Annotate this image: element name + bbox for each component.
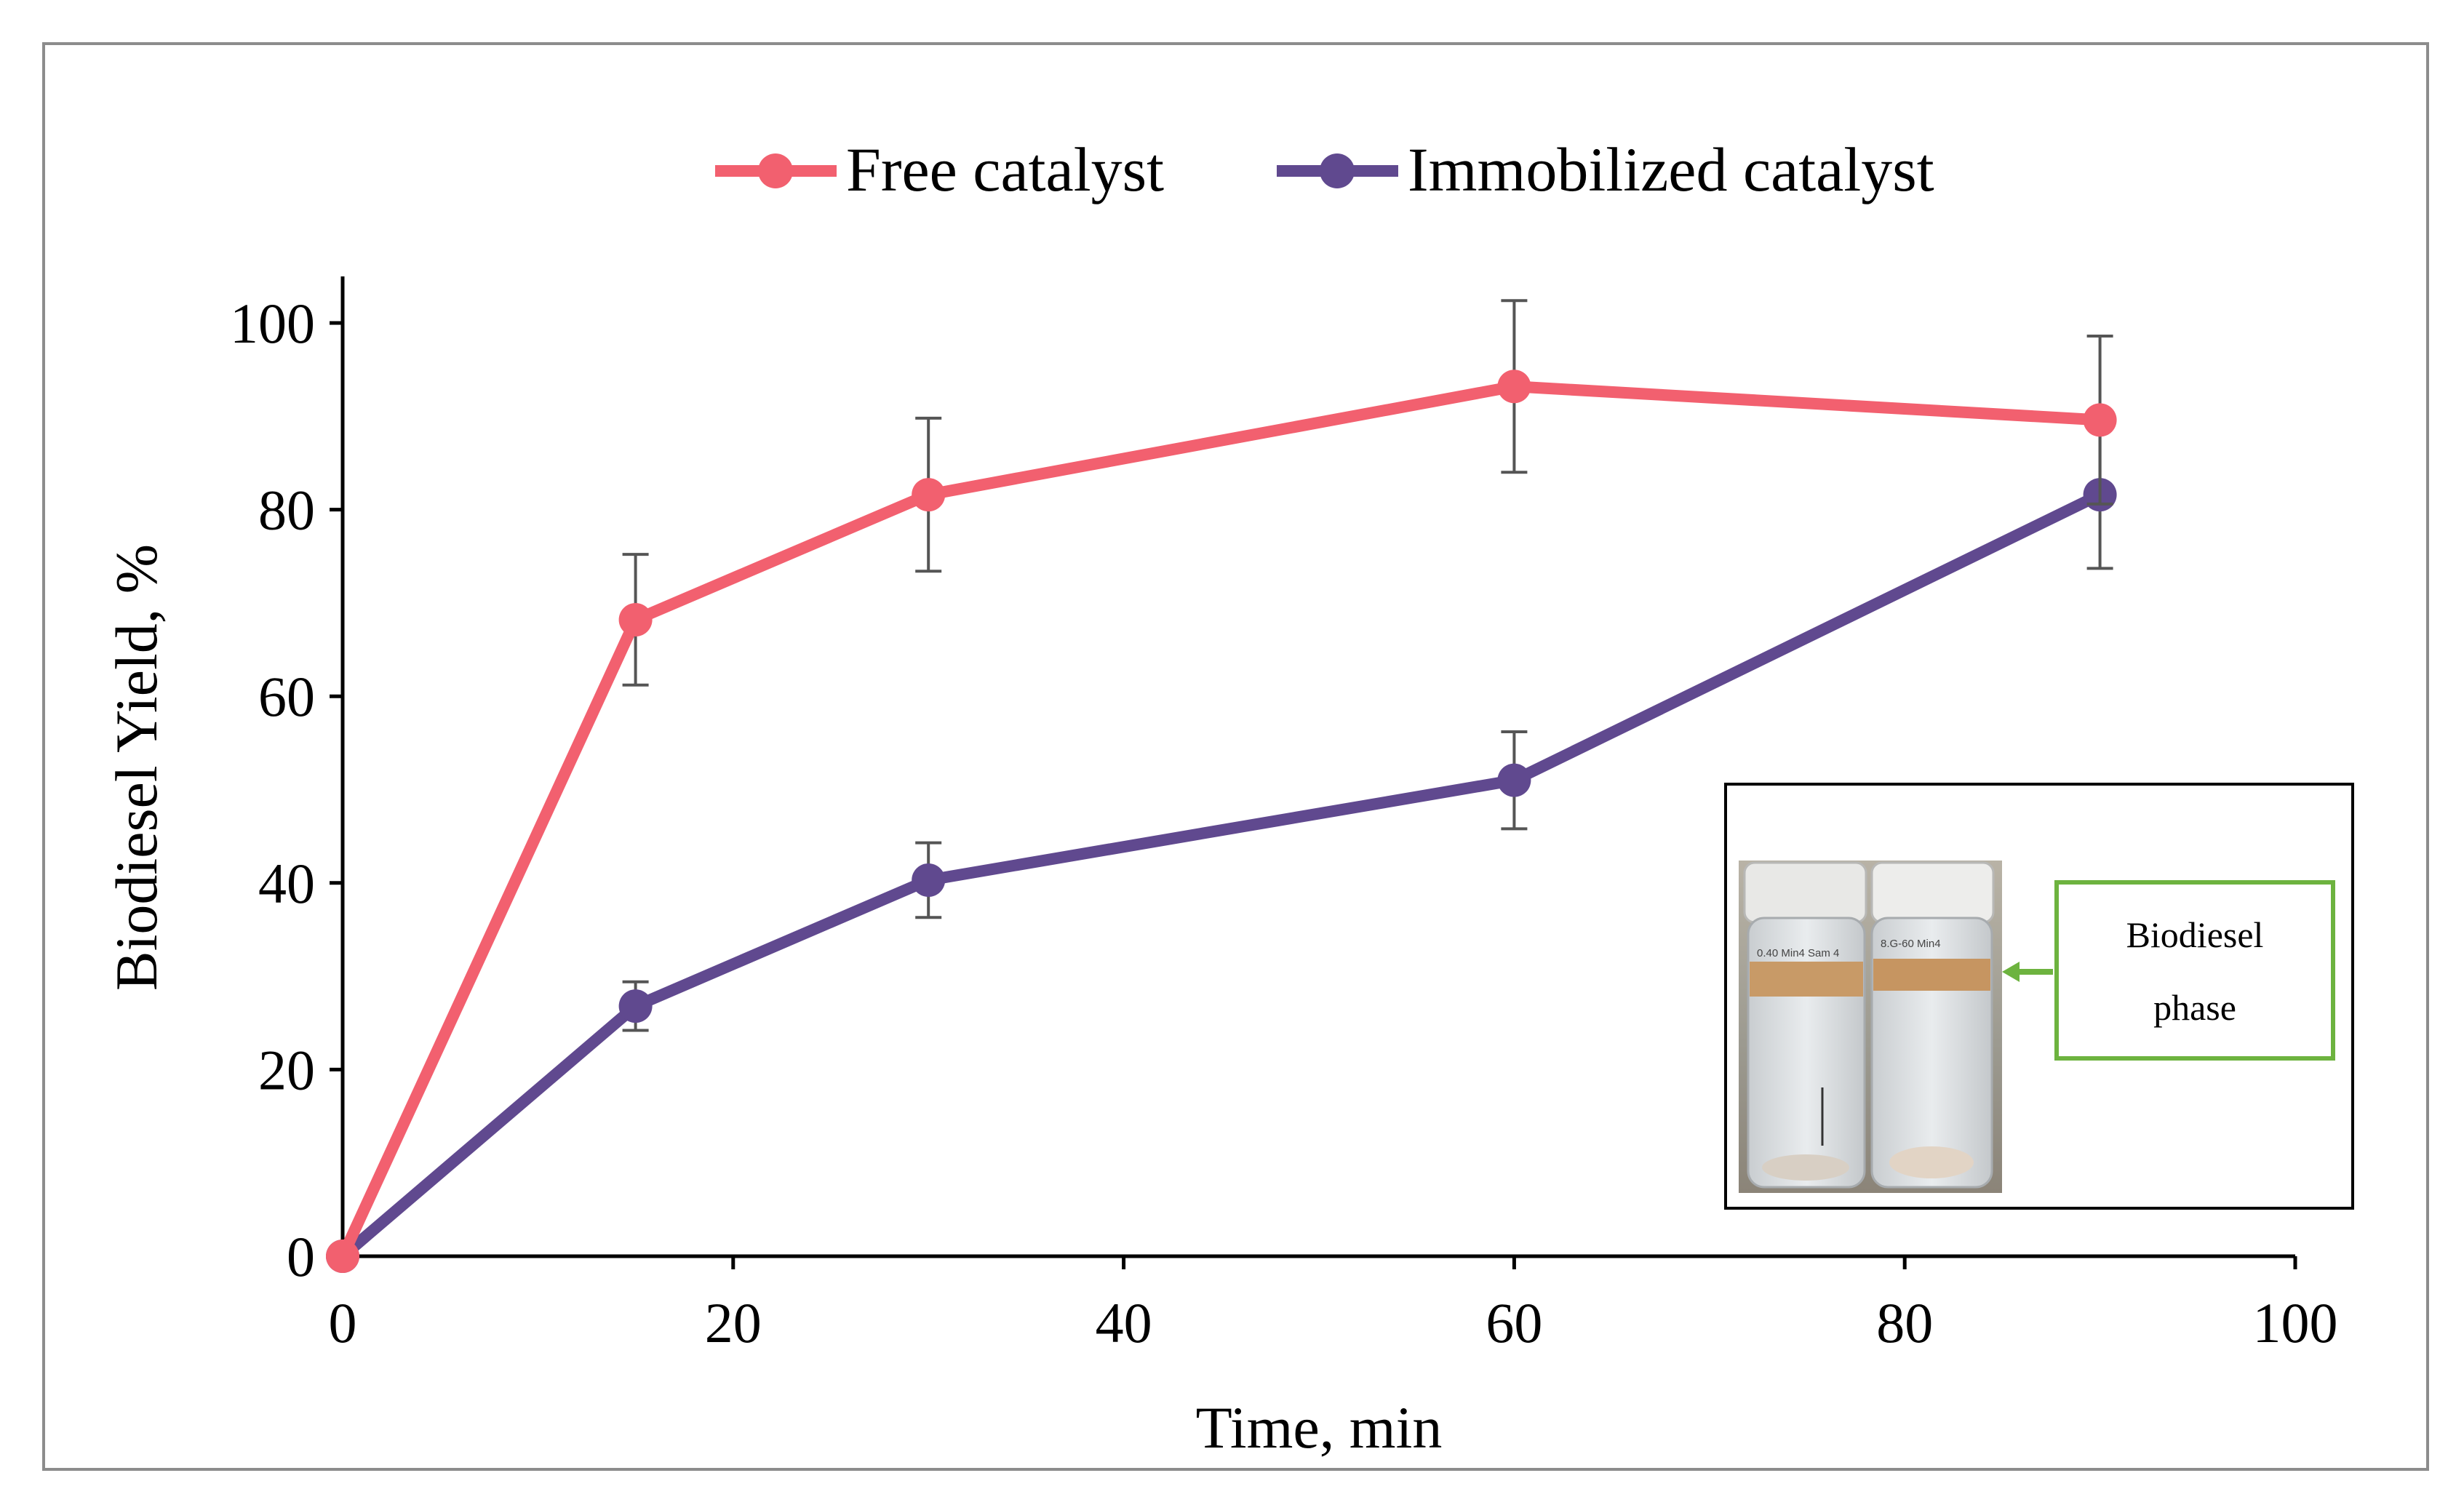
x-tick-label: 80: [1876, 1291, 1933, 1354]
legend-item-immobilized: Immobilized catalyst: [1277, 135, 1934, 204]
axes: 0 20 40 60 80 100 0 20 40 60 80 100: [230, 276, 2338, 1354]
figure-frame: [42, 42, 2429, 1471]
jar-left-label: 0.40 Min4 Sam 4: [1757, 947, 1839, 959]
y-tick-label: 80: [258, 479, 315, 542]
legend: Free catalyst Immobilized catalyst: [715, 135, 1934, 204]
inset-photo: 0.40 Min4 Sam 4 8.G-60 Min4: [1739, 861, 2002, 1193]
data-point-free: [326, 1239, 359, 1273]
jar-right-sediment: [1889, 1146, 1974, 1178]
x-tick-label: 20: [705, 1291, 762, 1354]
y-tick-label: 40: [258, 852, 315, 915]
callout-box: [2054, 880, 2335, 1061]
data-point-free: [2083, 403, 2117, 437]
series-free: [326, 299, 2117, 1273]
legend-item-free: Free catalyst: [715, 135, 1164, 204]
data-point-immobilized: [912, 863, 946, 897]
inset-panel: 0.40 Min4 Sam 4 8.G-60 Min4 Biodiesel ph…: [1724, 783, 2354, 1210]
y-tick-label: 60: [258, 665, 315, 728]
y-tick-label: 0: [287, 1225, 315, 1288]
legend-marker-free: [758, 153, 793, 188]
jar-right-cap: [1870, 861, 1995, 924]
y-ticks: 0 20 40 60 80 100: [230, 292, 343, 1288]
legend-label-free: Free catalyst: [846, 135, 1164, 204]
x-tick-label: 0: [329, 1291, 357, 1354]
legend-label-immobilized: Immobilized catalyst: [1408, 135, 1934, 204]
x-tick-label: 100: [2253, 1291, 2338, 1354]
x-ticks: 0 20 40 60 80 100: [329, 1256, 2338, 1354]
x-axis-title: Time, min: [1196, 1394, 1443, 1461]
x-tick-label: 60: [1486, 1291, 1542, 1354]
data-point-immobilized: [1497, 763, 1531, 797]
y-tick-label: 20: [258, 1038, 315, 1101]
data-point-free: [1497, 370, 1531, 404]
y-axis-title: Biodiesel Yield, %: [103, 544, 170, 991]
data-point-free: [912, 478, 946, 512]
series-layer: [326, 299, 2117, 1273]
callout-arrow-head: [2002, 962, 2020, 982]
jar-left-sediment: [1762, 1154, 1849, 1181]
jar-left-band: [1750, 962, 1863, 997]
data-point-free: [618, 602, 653, 636]
x-tick-label: 40: [1096, 1291, 1152, 1354]
callout-text-line1: Biodiesel: [2126, 914, 2264, 955]
callout-text-line2: phase: [2153, 987, 2236, 1028]
legend-marker-immobilized: [1320, 153, 1355, 188]
y-tick-label: 100: [230, 292, 315, 355]
jar-right-label: 8.G-60 Min4: [1881, 938, 1941, 950]
jar-right-band: [1873, 959, 1990, 991]
jar-left-cap: [1743, 861, 1867, 924]
data-point-immobilized: [618, 989, 653, 1023]
